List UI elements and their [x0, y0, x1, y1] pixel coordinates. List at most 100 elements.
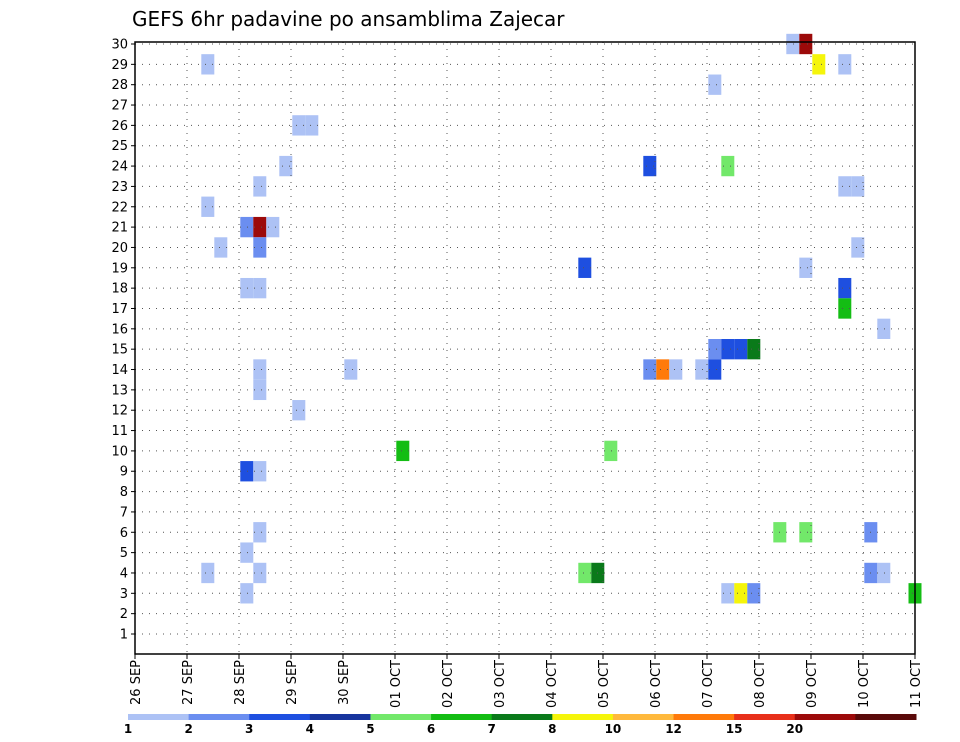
- heatmap-cell: [240, 461, 254, 482]
- heatmap-cell: [396, 440, 410, 462]
- x-tick-label: 28 SEP: [233, 660, 248, 705]
- legend-label: 12: [665, 722, 682, 736]
- heatmap-cell: [279, 155, 293, 177]
- heatmap-cell: [201, 562, 215, 584]
- legend-swatch: [128, 714, 190, 720]
- legend-swatch: [855, 714, 917, 720]
- y-tick-label: 13: [111, 383, 128, 398]
- heatmap-cell: [240, 583, 254, 604]
- plot-frame: [134, 41, 916, 655]
- y-tick-label: 21: [111, 221, 128, 236]
- heatmap-cell: [747, 339, 761, 360]
- x-axis: 26 SEP 27 SEP 28 SEP 29 SEP 30 SEP 01 OCT 02 O…: [129, 654, 924, 708]
- legend-swatch: [188, 714, 250, 720]
- legend-swatch: [370, 714, 432, 720]
- heatmap-cell: [253, 562, 267, 584]
- heatmap-cell: [578, 562, 592, 584]
- x-tick-label: 07 OCT: [701, 660, 716, 708]
- y-tick-label: 18: [111, 282, 128, 297]
- heatmap-cell: [253, 359, 267, 380]
- x-tick-label: 03 OCT: [493, 660, 508, 708]
- heatmap-cell: [734, 583, 748, 604]
- y-tick-label: 22: [111, 200, 128, 215]
- y-tick-label: 5: [120, 546, 128, 561]
- heatmap-cell: [253, 216, 267, 238]
- heatmap-cell: [812, 54, 826, 75]
- heatmap-cell: [266, 216, 280, 238]
- chart-title: GEFS 6hr padavine po ansamblima Zajecar: [132, 7, 565, 31]
- heatmap-cell: [851, 176, 865, 197]
- legend-label: 8: [548, 722, 556, 736]
- legend-label: 3: [245, 722, 253, 736]
- y-tick-label: 27: [111, 99, 128, 114]
- heatmap-cell: [292, 400, 306, 421]
- heatmap-cell: [851, 237, 865, 258]
- y-tick-label: 8: [120, 485, 128, 500]
- heatmap-cell: [240, 542, 254, 563]
- heatmap-cell: [799, 257, 813, 278]
- heatmap-cell: [253, 176, 267, 197]
- legend-label: 7: [488, 722, 496, 736]
- legend-label: 4: [306, 722, 314, 736]
- heatmap-cell: [214, 237, 228, 258]
- heatmap-cell: [253, 379, 267, 401]
- y-tick-label: 14: [111, 363, 128, 378]
- x-tick-label: 11 OCT: [909, 660, 924, 708]
- heatmap-cell: [578, 257, 592, 278]
- legend-swatch: [249, 714, 311, 720]
- y-tick-label: 15: [111, 343, 128, 358]
- heatmap-cell: [240, 277, 254, 299]
- color-legend: 1 2 3 4 5 6 7 8 10 12 15 20: [124, 714, 917, 736]
- x-tick-label: 06 OCT: [649, 660, 664, 708]
- y-axis: 1234567891011121314151617181920212223242…: [111, 38, 135, 643]
- heatmap-cell: [253, 237, 267, 258]
- legend-swatch: [612, 714, 675, 720]
- y-tick-label: 20: [111, 241, 128, 256]
- x-tick-label: 10 OCT: [857, 660, 872, 708]
- heatmap-cell: [877, 562, 891, 584]
- y-tick-label: 1: [120, 628, 128, 643]
- y-tick-label: 11: [111, 424, 128, 439]
- heatmap-cell: [305, 115, 319, 136]
- y-tick-label: 6: [120, 526, 128, 541]
- y-tick-label: 23: [111, 180, 128, 195]
- heatmap-cell: [669, 359, 683, 380]
- heatmap-cell: [240, 216, 254, 238]
- heatmap-cell: [838, 277, 852, 299]
- x-tick-label: 05 OCT: [597, 660, 612, 708]
- y-tick-label: 25: [111, 139, 128, 154]
- heatmap-cell: [721, 155, 735, 177]
- legend-swatch: [431, 714, 493, 720]
- legend-label: 5: [366, 722, 374, 736]
- legend-swatch: [309, 714, 371, 720]
- legend-label: 1: [124, 722, 132, 736]
- heatmap-cell: [747, 583, 761, 604]
- legend-label: 15: [726, 722, 743, 736]
- y-tick-label: 4: [120, 566, 128, 581]
- heatmap-cell: [344, 359, 358, 380]
- heatmap-cell: [877, 318, 891, 339]
- x-tick-label: 30 SEP: [337, 660, 352, 705]
- x-tick-label: 27 SEP: [181, 660, 196, 705]
- heatmap-cell: [201, 196, 215, 217]
- heatmap-cell: [253, 277, 267, 299]
- y-tick-label: 9: [120, 465, 128, 480]
- legend-swatch: [673, 714, 735, 720]
- y-tick-label: 29: [111, 58, 128, 73]
- legend-label: 10: [605, 722, 622, 736]
- y-tick-label: 24: [111, 160, 128, 175]
- heatmap-cell: [643, 359, 657, 380]
- y-tick-label: 28: [111, 78, 128, 93]
- y-tick-label: 3: [120, 587, 128, 602]
- heatmap-cell: [604, 440, 618, 462]
- y-tick-label: 7: [120, 505, 128, 520]
- heatmap-cell: [838, 176, 852, 197]
- heatmap-cell: [708, 74, 722, 95]
- heatmap-cell: [734, 339, 748, 360]
- y-tick-label: 10: [111, 444, 128, 459]
- heatmap-cell: [201, 54, 215, 75]
- heatmap-cell: [253, 461, 267, 482]
- legend-swatch: [734, 714, 796, 720]
- legend-swatch: [491, 714, 553, 720]
